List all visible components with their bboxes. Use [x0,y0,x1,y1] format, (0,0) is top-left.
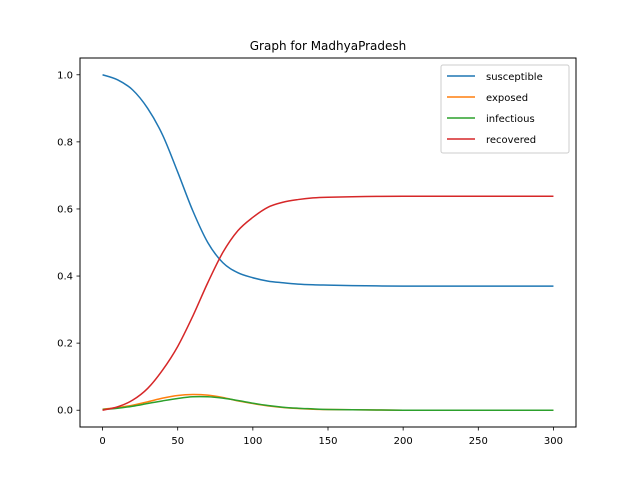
series-line-exposed [103,394,554,410]
legend-label-exposed: exposed [486,93,528,104]
y-tick-label: 1.0 [57,70,73,81]
legend-label-infectious: infectious [486,114,535,125]
x-tick-label: 200 [394,436,413,447]
x-tick-label: 50 [171,436,184,447]
series-line-recovered [103,196,554,410]
legend-label-recovered: recovered [486,135,536,146]
y-tick-label: 0.0 [57,406,73,417]
chart-title: Graph for MadhyaPradesh [250,39,407,53]
x-tick-label: 300 [544,436,563,447]
x-tick-label: 100 [243,436,262,447]
x-axis: 0 50 100 150 200 250 300 [99,427,563,447]
y-axis: 0.0 0.2 0.4 0.6 0.8 1.0 [57,70,80,416]
y-tick-label: 0.2 [57,339,73,350]
y-tick-label: 0.6 [57,204,73,215]
y-tick-label: 0.8 [57,137,73,148]
series-line-infectious [103,397,554,411]
x-tick-label: 0 [99,436,105,447]
y-tick-label: 0.4 [57,272,73,283]
x-tick-label: 250 [469,436,488,447]
legend-label-susceptible: susceptible [486,72,543,83]
x-tick-label: 150 [318,436,337,447]
legend: susceptible exposed infectious recovered [441,65,569,153]
